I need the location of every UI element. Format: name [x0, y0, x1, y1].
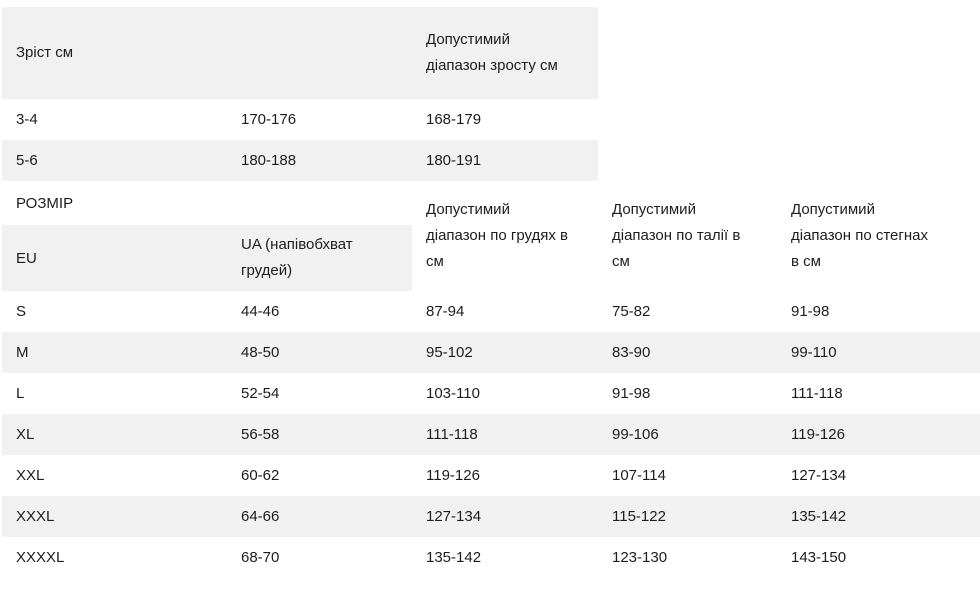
- table-cell: XL: [16, 426, 35, 443]
- table-row: 3-4 170-176 168-179: [2, 99, 598, 140]
- table-cell: S: [16, 303, 27, 320]
- table-cell: 68-70: [241, 549, 280, 566]
- table-cell: 127-134: [426, 508, 482, 525]
- table-cell: 52-54: [241, 385, 280, 402]
- table-cell: 111-118: [426, 426, 478, 443]
- table-cell: 5-6: [16, 152, 38, 169]
- size-table-header-gray-block: EU UA (напівобхват грудей): [2, 225, 412, 291]
- header-cell-empty: [227, 7, 412, 99]
- table-cell: 135-142: [791, 508, 847, 525]
- table-cell: 75-82: [612, 303, 651, 320]
- size-table-header: РОЗМІР EU UA (напівобхват грудей) Допуст…: [2, 181, 966, 291]
- table-row: M 48-50 95-102 83-90 99-110: [2, 332, 980, 373]
- header-cell-hip-range: Допустимий діапазон по стегнах в см: [791, 201, 928, 270]
- table-row: XXL 60-62 119-126 107-114 127-134: [2, 455, 980, 496]
- table-cell: 3-4: [16, 111, 38, 128]
- table-row: XXXXL 68-70 135-142 123-130 143-150: [2, 537, 980, 578]
- table-cell: 83-90: [612, 344, 651, 361]
- table-row: XXXL 64-66 127-134 115-122 135-142: [2, 496, 980, 537]
- table-cell: 64-66: [241, 508, 280, 525]
- height-table-header-row: Зріст см Допустимий діапазон зросту см: [2, 7, 598, 99]
- header-cell-waist-range: Допустимий діапазон по талії в см: [612, 201, 741, 270]
- size-table: РОЗМІР EU UA (напівобхват грудей) Допуст…: [2, 181, 980, 578]
- table-cell: 119-126: [426, 467, 480, 484]
- height-table-body: 3-4 170-176 168-179 5-6 180-188 180-191: [2, 99, 598, 181]
- table-cell: 99-110: [791, 344, 837, 361]
- table-cell: 123-130: [612, 549, 668, 566]
- table-cell: 44-46: [241, 303, 280, 320]
- header-cell-height-range: Допустимий діапазон зросту см: [426, 31, 558, 74]
- table-cell: 91-98: [791, 303, 830, 320]
- table-cell: 87-94: [426, 303, 465, 320]
- table-cell: XXXL: [16, 508, 55, 525]
- height-table: Зріст см Допустимий діапазон зросту см 3…: [2, 7, 598, 181]
- table-cell: 95-102: [426, 344, 473, 361]
- table-cell: 168-179: [426, 111, 482, 128]
- size-chart-page: Зріст см Допустимий діапазон зросту см 3…: [2, 7, 980, 578]
- table-cell: 135-142: [426, 549, 482, 566]
- table-cell: 119-126: [791, 426, 845, 443]
- table-row: 5-6 180-188 180-191: [2, 140, 598, 181]
- table-row: XL 56-58 111-118 99-106 119-126: [2, 414, 980, 455]
- table-cell: 143-150: [791, 549, 847, 566]
- header-cell-eu: EU: [16, 249, 37, 267]
- table-cell: 127-134: [791, 467, 847, 484]
- header-cell-ua: UA (напівобхват грудей): [241, 236, 353, 279]
- table-cell: 180-188: [241, 152, 297, 169]
- table-cell: 111-118: [791, 385, 843, 402]
- table-cell: 56-58: [241, 426, 280, 443]
- table-cell: XXXXL: [16, 549, 65, 566]
- size-table-body: S 44-46 87-94 75-82 91-98 M 48-50 95-102 83-90 99…: [2, 291, 980, 578]
- header-cell-chest-range: Допустимий діапазон по грудях в см: [426, 201, 569, 270]
- section-label: РОЗМІР: [16, 194, 74, 212]
- table-cell: 103-110: [426, 385, 480, 402]
- table-cell: M: [16, 344, 29, 361]
- table-cell: 60-62: [241, 467, 280, 484]
- table-cell: L: [16, 385, 25, 402]
- table-cell: 91-98: [612, 385, 651, 402]
- table-cell: XXL: [16, 467, 45, 484]
- header-cell-height: Зріст см: [16, 44, 74, 61]
- table-row: S 44-46 87-94 75-82 91-98: [2, 291, 980, 332]
- table-cell: 180-191: [426, 152, 482, 169]
- table-cell: 115-122: [612, 508, 666, 525]
- table-cell: 107-114: [612, 467, 666, 484]
- size-table-header-left: РОЗМІР EU UA (напівобхват грудей): [2, 181, 412, 291]
- table-cell: 48-50: [241, 344, 280, 361]
- table-cell: 170-176: [241, 111, 297, 128]
- table-row: L 52-54 103-110 91-98 111-118: [2, 373, 980, 414]
- table-cell: 99-106: [612, 426, 659, 443]
